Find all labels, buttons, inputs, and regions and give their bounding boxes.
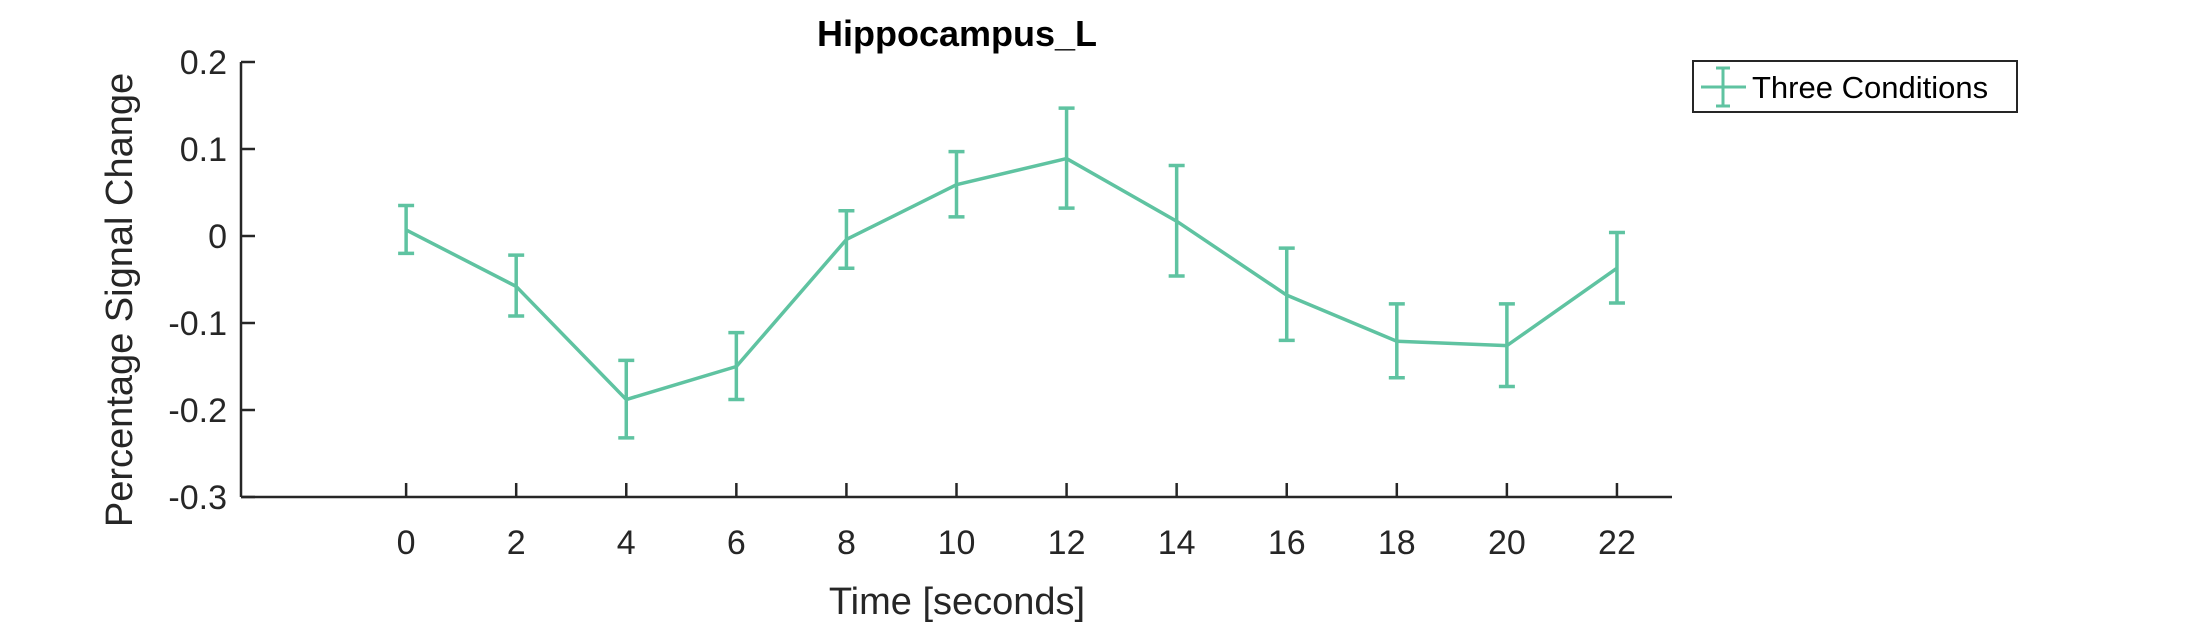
x-tick-label: 10 xyxy=(938,524,976,562)
x-tick-label: 20 xyxy=(1488,524,1526,562)
series-three-conditions xyxy=(398,106,1625,440)
x-tick-label: 18 xyxy=(1378,524,1416,562)
y-axis-label: Percentage Signal Change xyxy=(99,73,141,527)
y-tick-label: -0.2 xyxy=(168,392,227,430)
error-bar xyxy=(618,358,635,440)
x-tick-label: 22 xyxy=(1598,524,1636,562)
x-tick-label: 6 xyxy=(727,524,746,562)
chart-title: Hippocampus_L xyxy=(817,13,1097,54)
y-tick-label: 0.2 xyxy=(180,44,227,82)
error-bar xyxy=(1278,246,1295,343)
y-tick-label: 0 xyxy=(208,218,227,256)
error-bar xyxy=(508,253,525,318)
error-bar xyxy=(1168,163,1185,278)
x-tick-label: 8 xyxy=(837,524,856,562)
error-bar xyxy=(1388,302,1405,380)
x-axis-label: Time [seconds] xyxy=(829,581,1085,623)
y-tick-label: -0.3 xyxy=(168,479,227,517)
y-axis: -0.3 -0.2 -0.1 0 0.1 0.2 xyxy=(168,44,255,517)
error-bar xyxy=(1498,302,1515,389)
x-tick-label: 2 xyxy=(507,524,526,562)
error-bar xyxy=(398,203,415,256)
x-tick-label: 12 xyxy=(1048,524,1086,562)
y-tick-label: 0.1 xyxy=(180,131,227,169)
x-tick-label: 16 xyxy=(1268,524,1306,562)
x-tick-label: 4 xyxy=(617,524,636,562)
x-axis: 0 2 4 6 8 10 12 14 16 18 20 22 xyxy=(241,483,1672,562)
legend: Three Conditions xyxy=(1692,60,2018,113)
error-bar xyxy=(948,149,965,219)
y-tick-label: -0.1 xyxy=(168,305,227,343)
error-bar xyxy=(1608,230,1625,305)
error-bar xyxy=(728,330,745,402)
legend-label: Three Conditions xyxy=(1752,70,1988,105)
x-tick-label: 0 xyxy=(397,524,416,562)
series-line xyxy=(405,156,1618,402)
error-bar xyxy=(1058,106,1075,210)
series-layer xyxy=(398,106,1625,440)
error-bar xyxy=(838,209,855,270)
x-tick-label: 14 xyxy=(1158,524,1196,562)
legend-box xyxy=(1692,60,2018,113)
